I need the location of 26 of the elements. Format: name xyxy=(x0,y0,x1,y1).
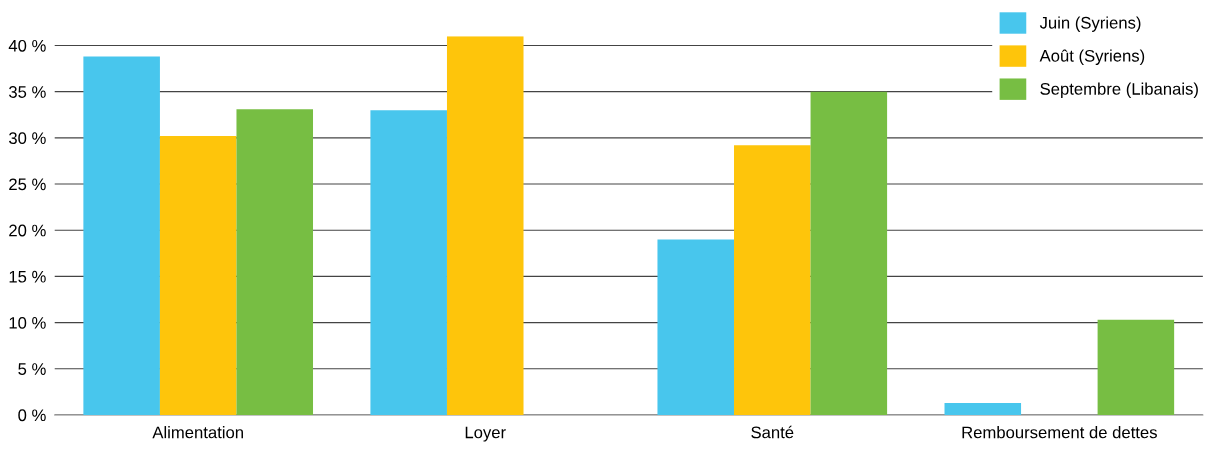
x-tick-label: Remboursement de dettes xyxy=(962,426,1157,439)
y-tick-label: 35 % xyxy=(8,86,46,98)
bar xyxy=(944,402,1022,415)
bar xyxy=(734,145,811,415)
x-tick-label: Loyer xyxy=(465,426,506,442)
bar xyxy=(236,109,314,415)
y-tick-label: 30 % xyxy=(8,132,46,145)
bar xyxy=(657,239,735,415)
y-tick-label: 0 % xyxy=(18,409,46,422)
y-tick-label: 40 % xyxy=(8,39,46,52)
y-tick-label: 25 % xyxy=(9,178,46,191)
y-tick-label: 20 % xyxy=(9,224,46,237)
bar xyxy=(83,56,160,415)
legend-label: Août (Syriens) xyxy=(1039,49,1145,65)
bar xyxy=(159,136,237,415)
legend-label: Juin (Syriens) xyxy=(1039,16,1141,32)
bar xyxy=(370,110,447,415)
bar xyxy=(446,36,524,415)
bar xyxy=(810,91,888,415)
bar xyxy=(1097,319,1175,415)
y-tick-label: 10 % xyxy=(9,316,46,329)
y-tick-label: 5 % xyxy=(18,363,46,375)
legend-label: Septembre (Libanais) xyxy=(1040,82,1198,99)
x-tick-label: Santé xyxy=(751,425,794,439)
y-tick-label: 15 % xyxy=(9,270,46,283)
x-tick-label: Alimentation xyxy=(152,426,243,439)
